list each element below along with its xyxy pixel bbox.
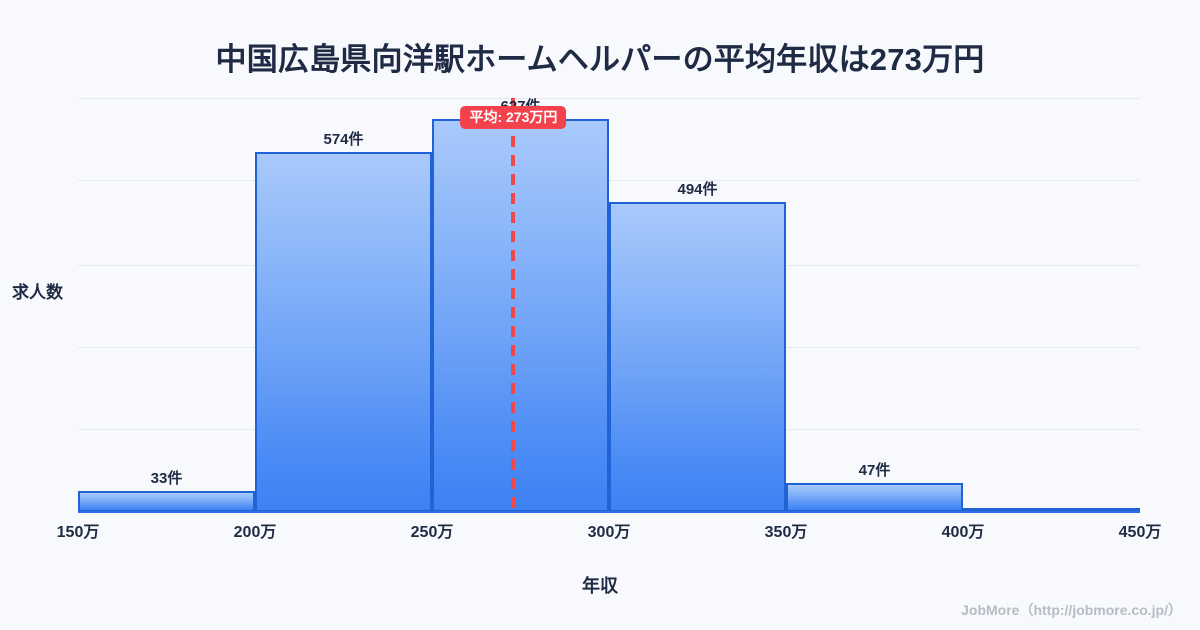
bar-value-label: 47件 (858, 461, 891, 479)
gridline (78, 98, 1140, 99)
x-axis-title: 年収 (582, 576, 618, 596)
plot-area (78, 98, 1140, 513)
histogram-bar (255, 151, 432, 512)
average-line (511, 98, 516, 512)
histogram-bar (786, 482, 963, 512)
x-axis-tick-label: 300万 (587, 524, 631, 541)
bar-value-label: 574件 (323, 130, 364, 148)
page-title: 中国広島県向洋駅ホームヘルパーの平均年収は273万円 (215, 42, 985, 77)
x-axis-tick-label: 200万 (233, 524, 277, 541)
y-axis-title: 求人数 (12, 283, 63, 302)
x-axis-tick-label: 350万 (764, 524, 808, 541)
x-axis-tick-label: 250万 (410, 524, 454, 541)
footer-credit: JobMore（http://jobmore.co.jp/） (961, 602, 1182, 618)
histogram-bar (78, 491, 255, 512)
x-axis-tick-label: 400万 (941, 524, 985, 541)
x-axis-line (78, 511, 1140, 513)
bar-value-label: 494件 (677, 181, 718, 199)
x-axis-tick-label: 450万 (1118, 524, 1162, 541)
histogram-bar (609, 202, 786, 512)
histogram-bar (432, 118, 609, 512)
average-badge: 平均: 273万円 (460, 106, 567, 129)
bar-value-label: 33件 (150, 470, 183, 488)
gridline (78, 180, 1140, 181)
x-axis-tick-label: 150万 (56, 524, 100, 541)
